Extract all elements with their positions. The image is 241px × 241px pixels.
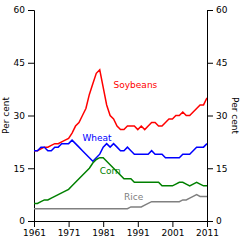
- axis-line: [35, 222, 208, 228]
- tick-mark: [207, 168, 213, 169]
- tick-label: 2011: [196, 228, 219, 238]
- tick: 1991: [127, 221, 150, 238]
- tick-label: 45: [14, 58, 25, 68]
- tick: 60: [207, 5, 228, 15]
- y-axis-title: Per cent: [1, 97, 11, 134]
- x-axis: 1961 1971 1981 1991 2001 2011: [23, 221, 219, 238]
- tick: 15: [207, 164, 227, 174]
- tick-mark: [207, 116, 213, 117]
- tick: 15: [14, 164, 34, 174]
- tick-label: 45: [216, 58, 227, 68]
- annotation: Corn: [100, 166, 121, 176]
- y-axis: 0 15 30 45 60: [14, 5, 35, 226]
- axis-line: [208, 11, 214, 222]
- axis-line: [28, 11, 35, 222]
- tick-label: 60: [216, 5, 228, 15]
- tick-mark: [28, 168, 34, 169]
- tick-label: 30: [216, 111, 228, 121]
- tick-label: 60: [14, 5, 26, 15]
- plot: 1961 1971 1981 1991 2001 2011 0 15 30 45 60 0 15 30 45…: [1, 5, 240, 238]
- series-line: [34, 195, 207, 209]
- tick-label: 2001: [161, 228, 184, 238]
- annotations: Soybeans Wheat Corn Rice: [82, 80, 157, 201]
- series-line: [34, 140, 207, 161]
- tick-mark: [69, 221, 70, 227]
- series-line: [34, 70, 207, 151]
- tick-mark: [28, 63, 34, 64]
- tick-label: 15: [216, 164, 227, 174]
- tick-mark: [207, 10, 213, 11]
- tick-label: 15: [14, 164, 25, 174]
- tick-mark: [172, 221, 173, 227]
- tick: 45: [207, 58, 227, 68]
- tick: 0: [207, 216, 222, 226]
- y2-axis: 0 15 30 45 60: [207, 5, 228, 226]
- annotation: Soybeans: [114, 80, 158, 90]
- tick-label: 0: [19, 216, 25, 226]
- tick-label: 30: [14, 111, 26, 121]
- tick: 1961: [23, 221, 46, 238]
- tick-mark: [28, 10, 34, 11]
- tick: 45: [14, 58, 34, 68]
- tick-mark: [207, 63, 213, 64]
- tick-label: 1971: [58, 228, 81, 238]
- annotation: Wheat: [82, 133, 112, 143]
- tick-mark: [28, 116, 34, 117]
- y2-axis-title: Per cent: [230, 97, 240, 134]
- tick-label: 1991: [127, 228, 150, 238]
- tick-label: 0: [216, 216, 222, 226]
- tick-mark: [28, 221, 34, 222]
- lines: [34, 70, 207, 209]
- tick: 60: [14, 5, 34, 15]
- annotation: Rice: [124, 192, 144, 202]
- tick: 30: [207, 111, 228, 121]
- tick: 1971: [58, 221, 81, 238]
- tick: 30: [14, 111, 34, 121]
- tick-mark: [138, 221, 139, 227]
- series-line: [34, 158, 207, 204]
- tick: 1981: [92, 221, 115, 238]
- tick-label: 1961: [23, 228, 46, 238]
- tick: 0: [19, 216, 34, 226]
- tick: 2001: [161, 221, 184, 238]
- tick-mark: [103, 221, 104, 227]
- tick-mark: [207, 221, 213, 222]
- chart: 1961 1971 1981 1991 2001 2011 0 15 30 45 60 0 15 30 45…: [0, 0, 241, 241]
- tick-label: 1981: [92, 228, 115, 238]
